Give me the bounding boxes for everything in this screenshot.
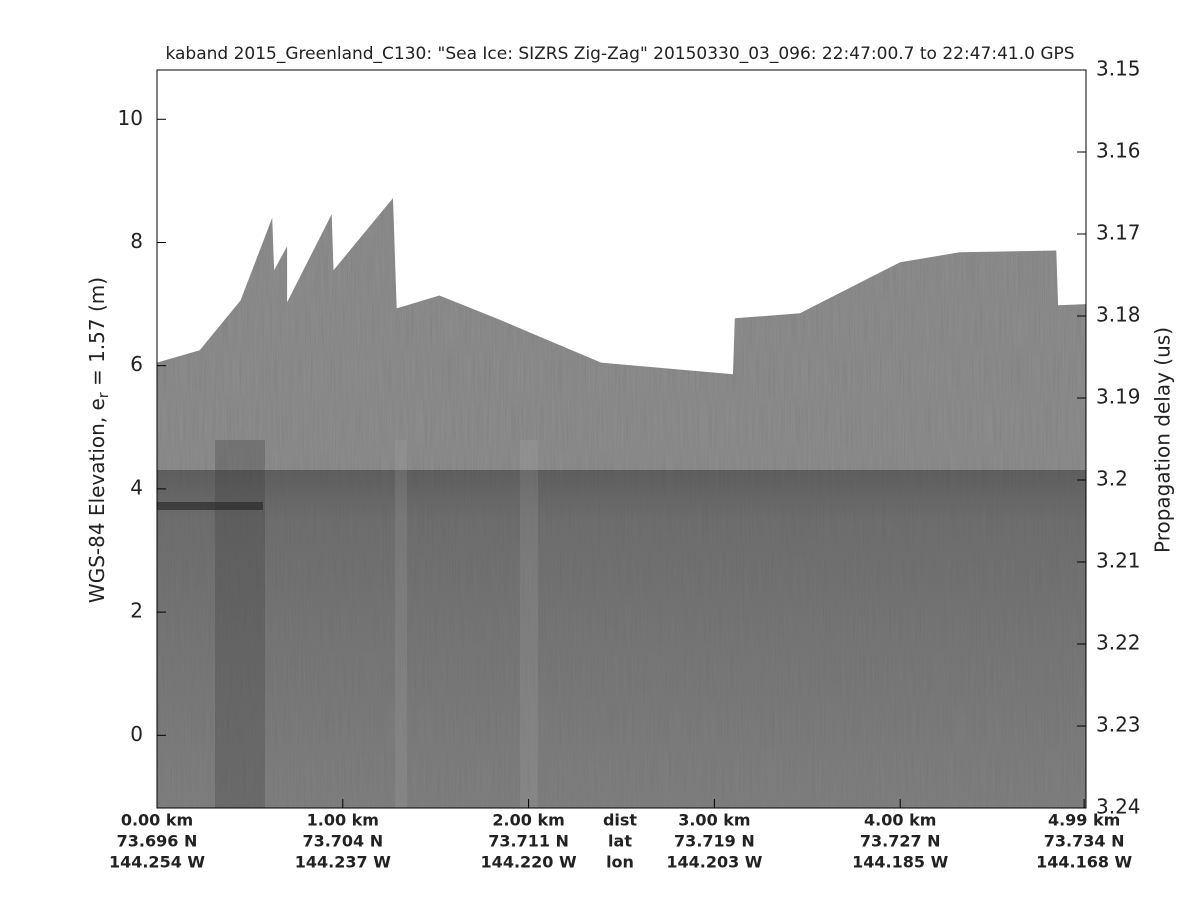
lat-label: 73.711 N <box>488 832 569 851</box>
dark-layer <box>157 470 1086 808</box>
lat-label: 73.704 N <box>302 832 383 851</box>
y-tick-label: 2 <box>130 599 143 623</box>
lon-label: 144.220 W <box>481 853 577 872</box>
y2-tick-label: 3.2 <box>1096 467 1128 491</box>
lon-label: 144.254 W <box>109 853 205 872</box>
y2-tick-label: 3.16 <box>1096 139 1141 163</box>
y-label-rest: = 1.57 (m) <box>85 277 109 392</box>
y-tick-label: 0 <box>130 722 143 746</box>
x-tick-label: 2.00 km <box>492 811 564 830</box>
row-label: lon <box>606 853 634 872</box>
y2-tick-label: 3.24 <box>1096 795 1141 819</box>
subsurface <box>157 440 1086 808</box>
y-tick-label: 4 <box>130 475 143 499</box>
y-tick-label: 8 <box>130 229 143 253</box>
y2-tick-label: 3.18 <box>1096 303 1141 327</box>
y-tick-label: 10 <box>118 106 143 130</box>
y2-axis-label: Propagation delay (us) <box>1151 327 1175 553</box>
light-strip <box>395 440 407 808</box>
y2-tick-label: 3.22 <box>1096 631 1141 655</box>
lon-label: 144.237 W <box>295 853 391 872</box>
y-axis-label: WGS-84 Elevation, er = 1.57 (m) <box>85 277 113 603</box>
y2-tick-label: 3.15 <box>1096 57 1141 81</box>
dark-line <box>157 502 263 510</box>
y2-tick-label: 3.17 <box>1096 221 1141 245</box>
lon-label: 144.168 W <box>1036 853 1132 872</box>
y-label-main: WGS-84 Elevation, e <box>85 398 109 603</box>
lon-label: 144.203 W <box>666 853 762 872</box>
axes-frame <box>156 69 1087 809</box>
echogram <box>157 198 1086 808</box>
lat-label: 73.727 N <box>860 832 941 851</box>
lat-label: 73.696 N <box>117 832 198 851</box>
x-tick-label: 1.00 km <box>307 811 379 830</box>
row-label: dist <box>603 811 637 830</box>
chart-title: kaband 2015_Greenland_C130: "Sea Ice: SI… <box>165 44 1074 64</box>
x-tick-label: 3.00 km <box>678 811 750 830</box>
y2-tick-label: 3.23 <box>1096 713 1141 737</box>
x-tick-label: 4.00 km <box>864 811 936 830</box>
y-tick-label: 6 <box>130 352 143 376</box>
dark-strip <box>215 440 265 808</box>
x-tick-label: 0.00 km <box>121 811 193 830</box>
lon-label: 144.185 W <box>852 853 948 872</box>
y2-tick-label: 3.21 <box>1096 549 1141 573</box>
y2-tick-label: 3.19 <box>1096 385 1141 409</box>
lat-label: 73.719 N <box>674 832 755 851</box>
x-tick-label: 4.99 km <box>1048 811 1120 830</box>
row-label: lat <box>608 832 632 851</box>
y-label-sub: r <box>96 392 112 398</box>
lat-label: 73.734 N <box>1044 832 1125 851</box>
light-strip <box>520 440 538 808</box>
